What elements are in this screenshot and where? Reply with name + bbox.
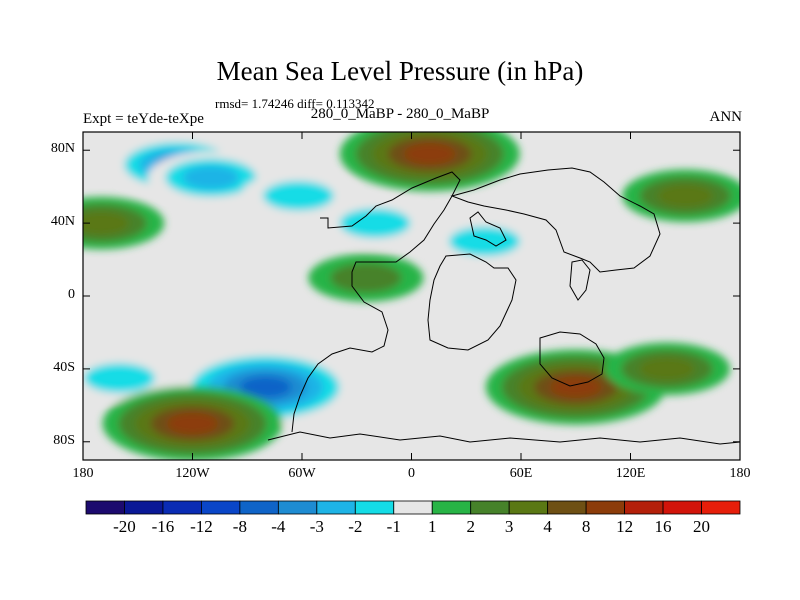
anomaly-contour [550, 376, 602, 398]
colorbar-label: 2 [466, 517, 475, 536]
y-tick-label: 40S [53, 359, 75, 375]
anomaly-contour [339, 208, 411, 238]
anomaly-contour [639, 357, 695, 381]
colorbar-label: 8 [581, 517, 591, 536]
x-tick-label: 120E [615, 466, 646, 481]
colorbar-swatch [470, 500, 510, 515]
anomaly-contour [158, 310, 263, 355]
colorbar-swatch [354, 500, 395, 515]
chart-title: Mean Sea Level Pressure (in hPa) [216, 56, 584, 86]
y-tick-label: 0 [68, 287, 75, 302]
colorbar-label: -20 [113, 517, 136, 536]
colorbar-swatch [585, 500, 625, 515]
anomaly-contour [449, 226, 520, 257]
anomaly-contour [657, 184, 714, 208]
x-tick-label: 60W [288, 466, 316, 481]
colorbar-swatch [701, 500, 741, 515]
coastline-antarctica [267, 431, 740, 445]
anomaly-contour [404, 143, 456, 165]
colorbar-label: 16 [654, 517, 672, 536]
colorbar-swatch [547, 500, 587, 515]
anomaly-contour [330, 263, 402, 293]
coastline-eurasia [450, 167, 661, 273]
anomaly-contour [262, 181, 334, 211]
season-label: ANN [709, 109, 743, 125]
colorbar-label: -1 [386, 517, 401, 536]
colorbar-label: -3 [309, 517, 324, 536]
colorbar-label: 3 [504, 517, 514, 536]
colorbar-swatch [508, 500, 549, 515]
y-tick-label: 40N [50, 214, 75, 230]
colorbar-swatch [393, 500, 433, 515]
colorbar [85, 500, 741, 515]
anomaly-contour [83, 211, 130, 235]
period-label: 280_0_MaBP - 280_0_MaBP [310, 106, 490, 122]
colorbar-swatch [431, 500, 472, 515]
coastline-americas [291, 171, 461, 433]
coastline-australia [539, 331, 605, 387]
y-tick-label: 80N [50, 141, 75, 157]
colorbar-swatch [85, 500, 125, 515]
x-tick-label: 0 [408, 466, 415, 481]
colorbar-label: 4 [543, 517, 552, 536]
coastline-mediterranean [469, 211, 507, 247]
colorbar-swatch [239, 500, 279, 515]
colorbar-label: -12 [190, 517, 213, 536]
anomaly-fields [83, 132, 740, 460]
colorbar-swatch [316, 500, 356, 515]
colorbar-label: 1 [427, 517, 437, 536]
anomaly-contour [239, 376, 292, 398]
colorbar-label: -8 [232, 517, 247, 536]
x-tick-label: 180 [72, 466, 94, 481]
colorbar-swatch [624, 500, 664, 515]
colorbar-label: -4 [271, 517, 286, 536]
colorbar-label: -16 [151, 517, 175, 536]
colorbar-label: 12 [616, 517, 634, 536]
coastline-india [569, 259, 591, 301]
x-tick-label: 120W [175, 466, 210, 481]
axis-ticks [82, 132, 741, 460]
colorbar-swatch [662, 500, 702, 515]
anomaly-contour [84, 363, 155, 393]
coastline-africa [427, 253, 517, 351]
stats-line: rmsd= 1.74246 diff= 0.113342 [215, 96, 375, 111]
colorbar-swatch [201, 500, 241, 515]
y-tick-label: 80S [53, 432, 75, 448]
colorbar-swatch [277, 500, 318, 515]
colorbar-label: -2 [348, 517, 363, 536]
colorbar-swatch [124, 500, 164, 515]
coastlines [267, 167, 740, 445]
experiment-label: Expt = teYde-teXpe [83, 111, 204, 127]
anomaly-contour [166, 412, 219, 435]
colorbar-swatch [162, 500, 202, 515]
colorbar-label: 20 [693, 517, 711, 536]
x-tick-label: 60E [509, 466, 533, 481]
x-tick-label: 180 [729, 466, 751, 481]
anomaly-contour [182, 165, 239, 190]
